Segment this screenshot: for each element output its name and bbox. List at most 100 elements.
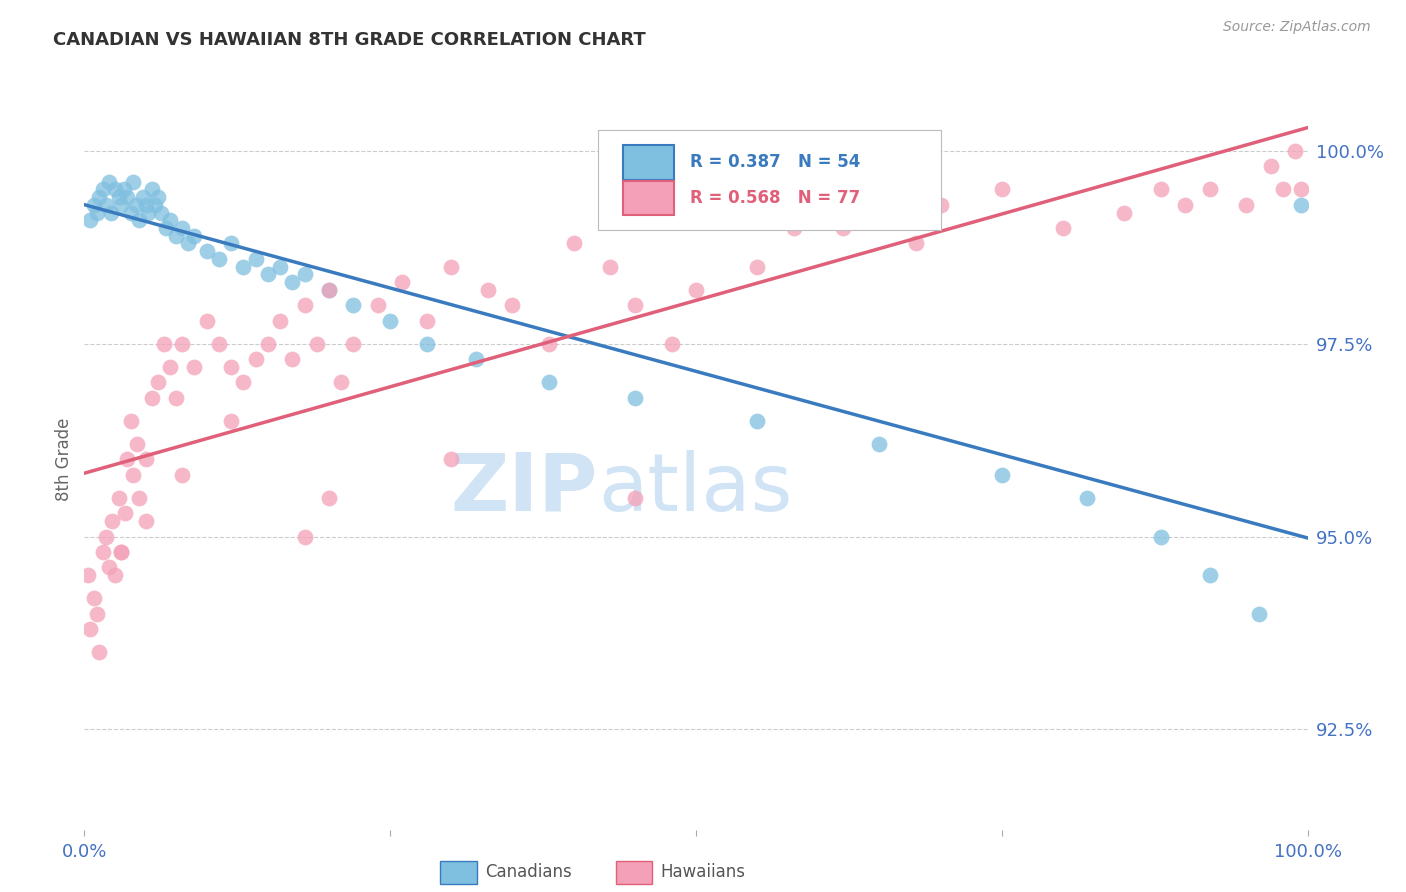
Point xyxy=(869,437,891,451)
Point xyxy=(464,352,486,367)
Point xyxy=(110,545,132,559)
Point xyxy=(107,491,129,505)
Point xyxy=(135,198,157,212)
Point xyxy=(747,260,769,274)
Point xyxy=(97,175,120,189)
Text: atlas: atlas xyxy=(598,450,793,528)
Point xyxy=(807,205,830,219)
Point xyxy=(165,228,187,243)
Point xyxy=(104,182,127,196)
Point xyxy=(120,205,142,219)
Point xyxy=(232,376,254,390)
FancyBboxPatch shape xyxy=(598,130,941,230)
Point xyxy=(125,437,148,451)
Text: R = 0.387   N = 54: R = 0.387 N = 54 xyxy=(690,153,860,171)
Point xyxy=(112,182,135,196)
Point xyxy=(440,260,463,274)
Point xyxy=(269,313,291,327)
Text: R = 0.568   N = 77: R = 0.568 N = 77 xyxy=(690,189,860,207)
Point xyxy=(132,190,155,204)
Point xyxy=(135,452,157,467)
Point xyxy=(97,560,120,574)
Point xyxy=(183,228,205,243)
Point xyxy=(100,205,122,219)
Point xyxy=(128,213,150,227)
Point xyxy=(219,359,242,374)
Text: Source: ZipAtlas.com: Source: ZipAtlas.com xyxy=(1223,20,1371,34)
Point xyxy=(87,190,110,204)
Point xyxy=(477,283,499,297)
Point xyxy=(79,622,101,636)
Point xyxy=(219,236,242,251)
Point xyxy=(165,391,187,405)
Point xyxy=(1174,198,1197,212)
Point xyxy=(624,391,647,405)
Point xyxy=(685,283,707,297)
Point xyxy=(86,607,108,621)
Point xyxy=(115,190,138,204)
Point xyxy=(1272,182,1295,196)
Point xyxy=(1291,198,1313,212)
Point xyxy=(380,313,402,327)
Point xyxy=(208,252,231,266)
Point xyxy=(114,507,136,521)
Point xyxy=(110,545,132,559)
Point xyxy=(1284,144,1306,158)
Point xyxy=(305,336,328,351)
Point xyxy=(318,283,340,297)
Text: Hawaiians: Hawaiians xyxy=(661,863,745,881)
Point xyxy=(1150,182,1173,196)
Point xyxy=(96,529,118,543)
Point xyxy=(1114,205,1136,219)
Point xyxy=(101,514,124,528)
Point xyxy=(146,376,169,390)
Point xyxy=(440,452,463,467)
Point xyxy=(79,213,101,227)
Point xyxy=(195,313,218,327)
Point xyxy=(128,491,150,505)
Point xyxy=(562,236,585,251)
Point xyxy=(159,359,181,374)
Point xyxy=(177,236,200,251)
Point xyxy=(107,190,129,204)
Point xyxy=(143,198,166,212)
Point xyxy=(146,190,169,204)
Point xyxy=(91,545,114,559)
Point xyxy=(502,298,524,312)
Point xyxy=(905,236,928,251)
Point xyxy=(624,491,647,505)
Point xyxy=(929,198,952,212)
Point xyxy=(257,268,280,282)
Point xyxy=(122,467,145,482)
Point xyxy=(120,414,142,428)
Point xyxy=(83,591,105,606)
Point xyxy=(208,336,231,351)
Point xyxy=(83,198,105,212)
Point xyxy=(294,529,316,543)
Point xyxy=(624,298,647,312)
Point xyxy=(783,221,806,235)
Point xyxy=(416,336,439,351)
Point xyxy=(367,298,389,312)
Point xyxy=(115,452,138,467)
Point xyxy=(153,336,176,351)
Point xyxy=(538,336,561,351)
Point xyxy=(747,414,769,428)
Point xyxy=(183,359,205,374)
Point xyxy=(1076,491,1098,505)
Point xyxy=(330,376,353,390)
Point xyxy=(538,376,561,390)
Point xyxy=(195,244,218,259)
Point xyxy=(219,414,242,428)
Point xyxy=(245,252,267,266)
Point xyxy=(1150,529,1173,543)
Point xyxy=(1247,607,1270,621)
Point xyxy=(1198,182,1220,196)
Point xyxy=(1198,568,1220,582)
Point xyxy=(77,568,100,582)
Point xyxy=(294,298,316,312)
Point xyxy=(172,336,194,351)
Point xyxy=(172,467,194,482)
Point xyxy=(172,221,194,235)
Text: CANADIAN VS HAWAIIAN 8TH GRADE CORRELATION CHART: CANADIAN VS HAWAIIAN 8TH GRADE CORRELATI… xyxy=(53,31,647,49)
